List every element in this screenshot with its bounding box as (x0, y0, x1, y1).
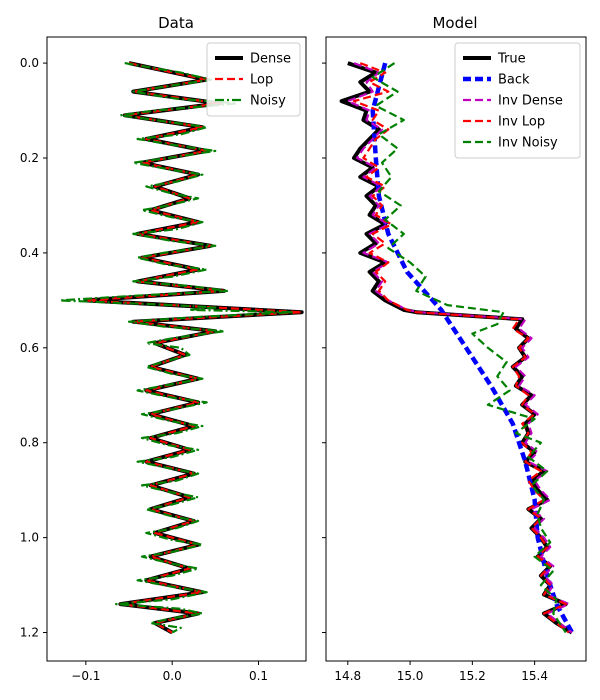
model-legend-label-inv-dense: Inv Dense (498, 94, 563, 109)
data-y-tick-label: 0.2 (20, 151, 39, 165)
model-series-back (370, 62, 574, 634)
model-x-tick-label: 14.8 (334, 669, 361, 683)
data-y-tick-label: 0.6 (20, 341, 39, 355)
data-legend: Dense Lop Noisy (206, 42, 301, 117)
model-panel-title: Model (432, 14, 477, 32)
model-legend-label-inv-noisy: Inv Noisy (498, 136, 558, 151)
model-x-tick-label: 15.2 (459, 669, 486, 683)
model-legend-label-inv-lop: Inv Lop (498, 115, 545, 130)
data-panel: Data −0.1 0.0 0.1 0.0 0.2 0.4 0.6 0.8 1.0 1.2 Dens… (20, 14, 307, 683)
data-axes-frame (46, 36, 307, 662)
data-panel-title: Data (158, 14, 194, 32)
model-series-inv-noisy (371, 62, 567, 634)
model-legend: True Back Inv Dense Inv Lop Inv Noisy (454, 42, 581, 159)
data-series-noisy (58, 62, 295, 634)
data-x-tick-label: 0.0 (163, 669, 182, 683)
data-plot-area: −0.1 0.0 0.1 0.0 0.2 0.4 0.6 0.8 1.0 1.2 Dense Lop N… (20, 36, 307, 683)
data-y-tick-label: 1.2 (20, 626, 39, 640)
data-legend-label-dense: Dense (250, 52, 291, 67)
data-legend-label-noisy: Noisy (250, 94, 286, 109)
data-y-tick-label: 0.0 (20, 56, 39, 70)
data-y-tick-label: 0.8 (20, 436, 39, 450)
model-legend-label-true: True (497, 52, 526, 67)
model-series-inv-dense (346, 62, 573, 634)
model-x-tick-label: 15.0 (397, 669, 424, 683)
data-y-tick-label: 0.4 (20, 246, 39, 260)
model-plot-area: 14.8 15.0 15.2 15.4 True Back Inv Dense Inv Lop… (322, 36, 587, 683)
model-panel: Model 14.8 15.0 15.2 15.4 True Back Inv Dense I… (322, 14, 587, 683)
data-x-tick-label: −0.1 (71, 669, 100, 683)
data-legend-label-lop: Lop (250, 73, 273, 88)
data-y-tick-label: 1.0 (20, 531, 39, 545)
model-axes-frame (325, 36, 587, 662)
model-series-inv-lop (352, 62, 570, 634)
model-legend-label-back: Back (498, 73, 530, 88)
data-x-tick-label: 0.1 (249, 669, 268, 683)
model-x-tick-label: 15.4 (521, 669, 548, 683)
